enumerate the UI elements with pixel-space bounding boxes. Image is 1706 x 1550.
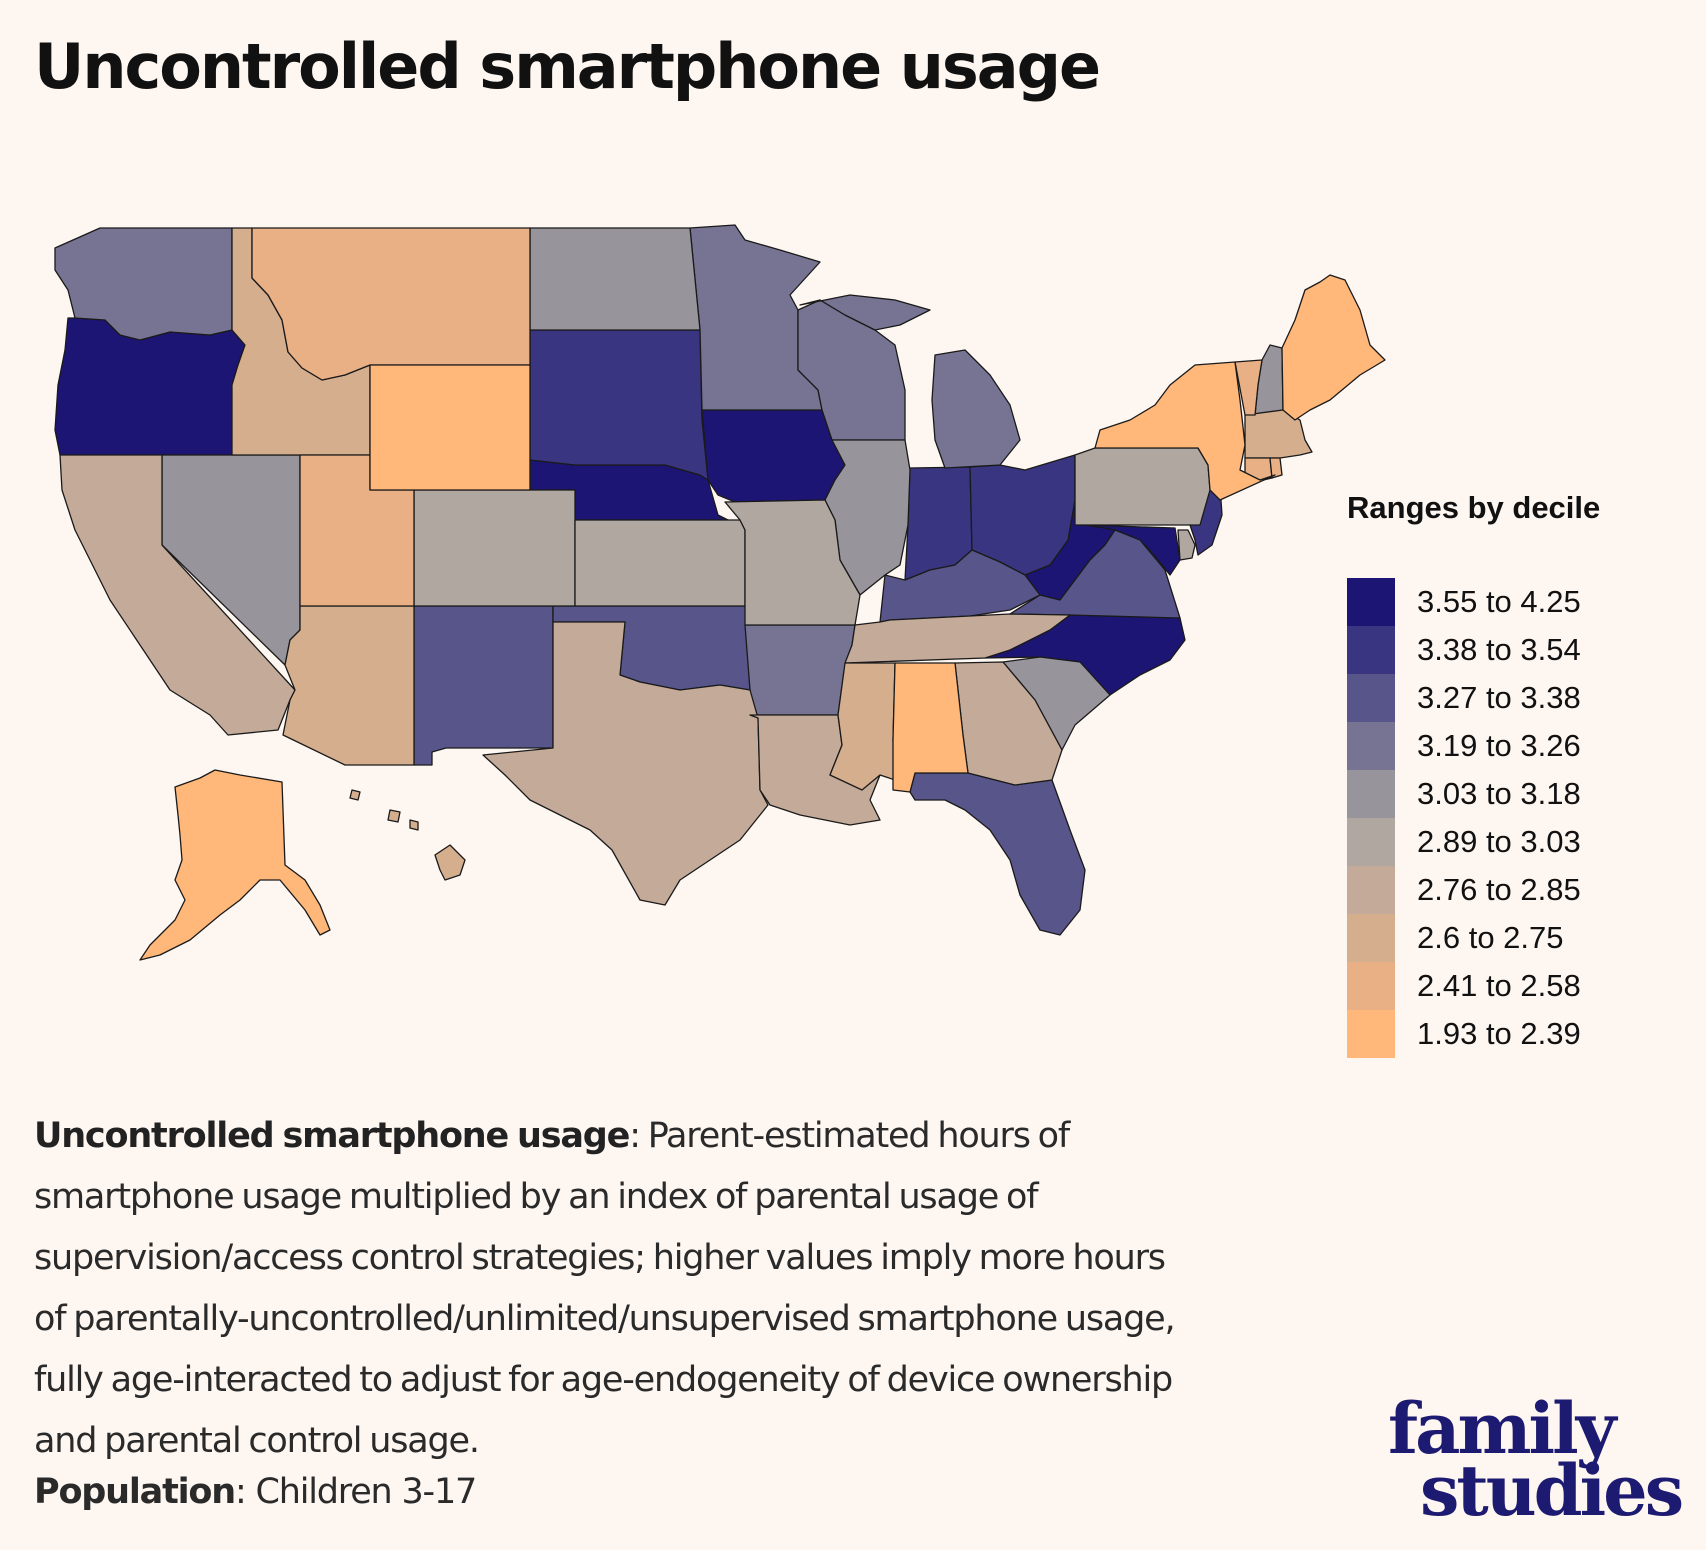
state-vt (1234, 359, 1263, 416)
population-label: Population (34, 1472, 236, 1512)
state-sd (529, 329, 709, 481)
state-ca (59, 454, 296, 736)
description: Uncontrolled smartphone usage: Parent-es… (34, 1106, 1194, 1472)
legend-swatch (1347, 770, 1395, 818)
legend-swatch (1347, 962, 1395, 1010)
legend-label: 2.76 to 2.85 (1417, 872, 1581, 907)
legend-swatch (1347, 722, 1395, 770)
legend-swatch (1347, 578, 1395, 626)
legend-label: 3.27 to 3.38 (1417, 680, 1581, 715)
legend-label: 2.41 to 2.58 (1417, 968, 1581, 1003)
state-ak (139, 769, 331, 961)
legend-swatch (1347, 866, 1395, 914)
legend-label: 3.03 to 3.18 (1417, 776, 1581, 811)
state-hi (349, 789, 466, 881)
state-tx (482, 621, 769, 906)
legend-item: 3.27 to 3.38 (1347, 674, 1600, 722)
state-az (282, 605, 415, 766)
description-term: Uncontrolled smartphone usage (34, 1116, 630, 1156)
population-value: : Children 3-17 (234, 1472, 477, 1512)
state-ma (1244, 409, 1313, 459)
legend-swatch (1347, 1010, 1395, 1058)
legend-item: 2.76 to 2.85 (1347, 866, 1600, 914)
legend-swatch (1347, 914, 1395, 962)
legend-label: 2.6 to 2.75 (1417, 920, 1564, 955)
state-pa (1074, 447, 1211, 526)
state-va (1009, 529, 1181, 619)
legend-item: 3.19 to 3.26 (1347, 722, 1600, 770)
state-nm (413, 605, 554, 766)
state-al (892, 662, 969, 793)
legend-item: 2.89 to 3.03 (1347, 818, 1600, 866)
state-mi (799, 294, 1021, 469)
state-or (54, 317, 246, 456)
legend-item: 1.93 to 2.39 (1347, 1010, 1600, 1058)
description-text: : Parent-estimated hours of smartphone u… (34, 1116, 1176, 1461)
state-de (1177, 529, 1196, 561)
state-tn (844, 613, 1071, 664)
state-nd (529, 227, 701, 331)
page-title: Uncontrolled smartphone usage (34, 30, 1101, 103)
state-co (413, 489, 576, 607)
state-fl (909, 772, 1086, 936)
legend-item: 2.6 to 2.75 (1347, 914, 1600, 962)
legend-item: 2.41 to 2.58 (1347, 962, 1600, 1010)
legend-item: 3.38 to 3.54 (1347, 626, 1600, 674)
population: Population: Children 3-17 (34, 1472, 477, 1512)
legend-items: 3.55 to 4.25 3.38 to 3.54 3.27 to 3.38 3.19… (1347, 578, 1600, 1058)
state-ny (1094, 361, 1276, 501)
legend-item: 3.55 to 4.25 (1347, 578, 1600, 626)
state-md (1084, 524, 1181, 576)
legend: Ranges by decile 3.55 to 4.25 3.38 to 3.5… (1347, 490, 1600, 1058)
family-studies-logo: family studies (1388, 1387, 1684, 1532)
legend-label: 3.38 to 3.54 (1417, 632, 1581, 667)
legend-swatch (1347, 818, 1395, 866)
legend-label: 2.89 to 3.03 (1417, 824, 1581, 859)
state-me (1281, 274, 1386, 421)
legend-label: 1.93 to 2.39 (1417, 1016, 1581, 1051)
state-wy (369, 364, 531, 491)
legend-item: 3.03 to 3.18 (1347, 770, 1600, 818)
state-ri (1269, 457, 1283, 479)
legend-swatch (1347, 626, 1395, 674)
legend-title: Ranges by decile (1347, 490, 1601, 525)
legend-swatch (1347, 674, 1395, 722)
state-ia (701, 409, 846, 503)
state-ar (744, 624, 856, 716)
logo-line-1: family (1388, 1387, 1616, 1470)
state-mt (251, 227, 531, 381)
logo-line-2: studies (1420, 1449, 1684, 1532)
state-ks (574, 519, 746, 607)
legend-label: 3.19 to 3.26 (1417, 728, 1581, 763)
legend-label: 3.55 to 4.25 (1417, 584, 1581, 619)
